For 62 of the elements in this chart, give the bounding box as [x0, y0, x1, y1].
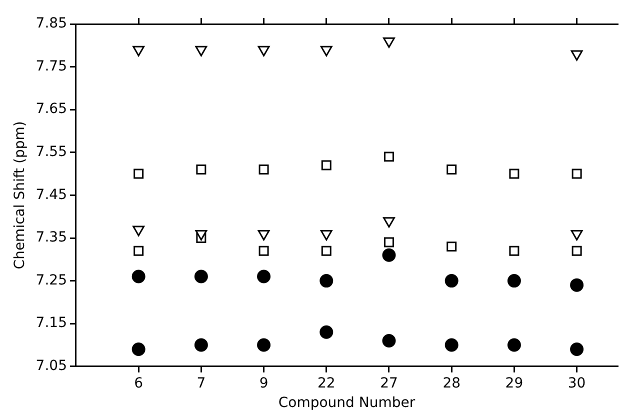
point — [444, 274, 458, 288]
point — [383, 217, 395, 228]
point — [134, 246, 144, 256]
point — [258, 46, 270, 56]
point — [194, 270, 208, 284]
point — [320, 325, 334, 339]
y-axis-title: Chemical Shift (ppm) — [12, 121, 28, 270]
y-tick-label: 7.55 — [36, 144, 67, 160]
point — [570, 278, 584, 292]
x-axis-title: Compound Number — [278, 395, 416, 412]
point — [321, 246, 332, 256]
point — [320, 46, 332, 56]
point — [134, 168, 144, 179]
point — [446, 242, 457, 252]
point — [509, 246, 520, 256]
point — [132, 342, 146, 356]
point — [132, 226, 145, 236]
y-tick-label: 7.65 — [36, 101, 67, 118]
point — [509, 168, 520, 179]
point — [196, 164, 206, 175]
point — [195, 230, 208, 240]
point — [384, 237, 394, 248]
point — [384, 152, 394, 162]
y-tick-label: 7.25 — [36, 272, 67, 288]
x-tick-label: 30 — [568, 375, 586, 392]
point — [382, 334, 396, 348]
point — [572, 246, 582, 256]
point — [383, 37, 395, 48]
x-tick-label: 9 — [259, 375, 268, 392]
point — [132, 46, 145, 56]
y-tick-label: 7.15 — [36, 315, 67, 332]
point — [132, 270, 146, 284]
y-tick-label: 7.75 — [36, 58, 67, 74]
point — [320, 230, 332, 240]
point — [570, 342, 584, 356]
point — [257, 338, 271, 352]
point — [446, 164, 457, 175]
point — [257, 270, 271, 284]
x-tick-label: 28 — [442, 375, 461, 392]
point — [507, 338, 521, 352]
point — [572, 168, 582, 179]
x-tick-label: 7 — [196, 375, 206, 392]
y-tick-label: 7.45 — [36, 186, 67, 203]
point — [570, 50, 583, 61]
point — [195, 46, 208, 56]
point — [320, 274, 334, 288]
point — [258, 246, 269, 256]
x-tick-label: 22 — [317, 375, 336, 392]
point — [258, 164, 269, 175]
x-tick-label: 6 — [134, 375, 144, 392]
point — [507, 274, 521, 288]
point — [570, 230, 583, 240]
y-tick-label: 7.35 — [36, 230, 67, 246]
y-tick-label: 7.85 — [36, 16, 67, 32]
point — [444, 338, 458, 352]
y-tick-label: 7.05 — [36, 358, 67, 374]
point — [382, 248, 396, 262]
point — [194, 338, 208, 352]
x-tick-label: 27 — [380, 375, 398, 392]
point — [321, 160, 332, 170]
point — [258, 230, 270, 240]
x-tick-label: 29 — [505, 375, 524, 392]
